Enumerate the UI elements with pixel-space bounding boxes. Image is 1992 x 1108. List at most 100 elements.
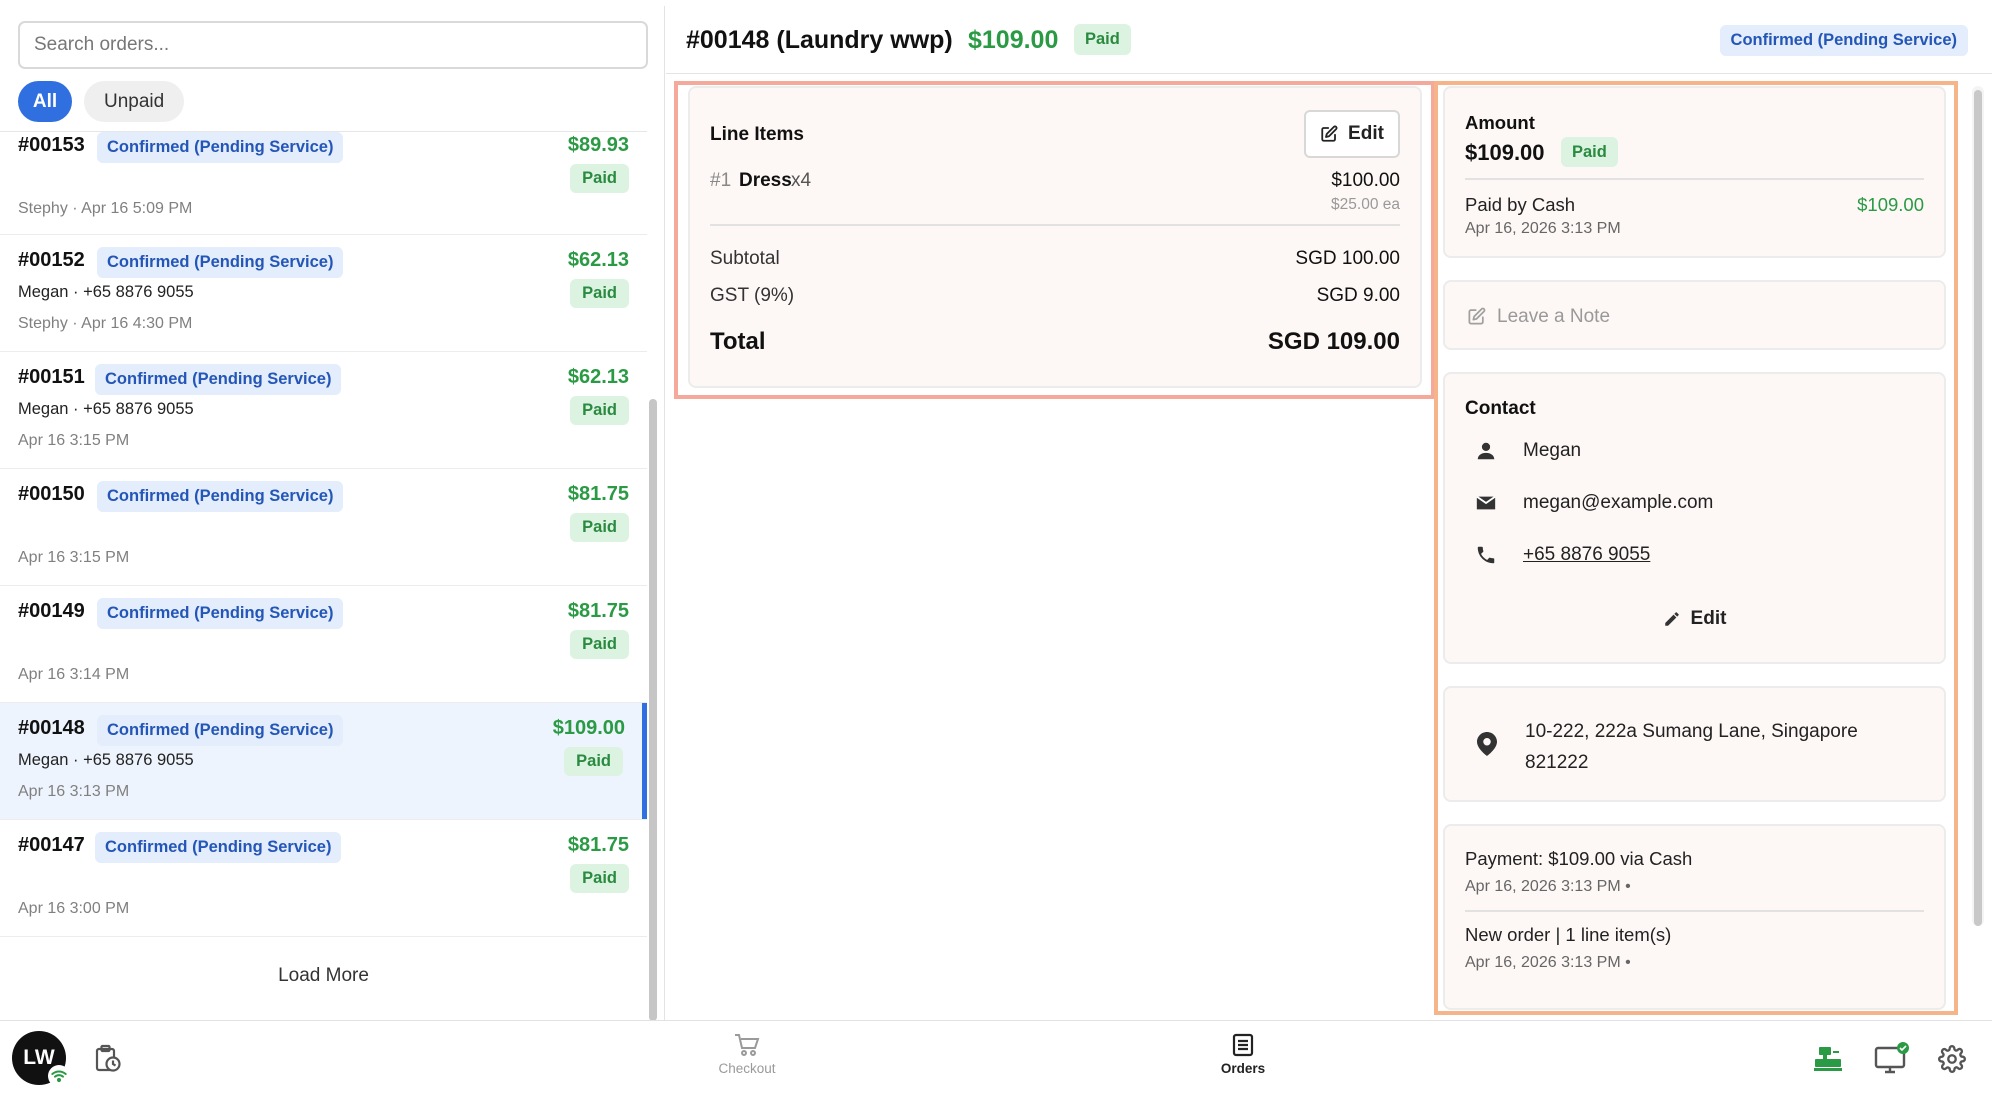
contact-title: Contact	[1465, 398, 1536, 419]
leave-note-field[interactable]: Leave a Note	[1443, 280, 1946, 350]
search-input[interactable]	[18, 21, 648, 69]
paid-badge: Paid	[570, 630, 629, 659]
order-customer: Megan · +65 8876 9055	[18, 283, 194, 301]
avatar[interactable]: LW	[12, 1031, 66, 1085]
divider	[1465, 910, 1924, 912]
order-meta: Apr 16 3:00 PM	[18, 900, 130, 917]
paid-badge: Paid	[570, 164, 629, 193]
orders-list-icon	[1232, 1033, 1254, 1057]
order-detail-header: #00148 (Laundry wwp) $109.00 Paid Confir…	[666, 6, 1992, 74]
tab-checkout-label: Checkout	[718, 1061, 776, 1076]
order-list-pane: All Unpaid #00153 Confirmed (Pending Ser…	[0, 6, 665, 1021]
order-number: #00147	[18, 834, 85, 856]
clipboard-clock-icon[interactable]	[92, 1043, 124, 1075]
status-badge: Confirmed (Pending Service)	[95, 364, 342, 395]
order-row[interactable]: #00152 Confirmed (Pending Service) $62.1…	[0, 235, 647, 352]
order-amount: $62.13	[567, 366, 629, 388]
edit-line-items-button[interactable]: Edit	[1304, 110, 1400, 158]
load-more-button[interactable]: Load More	[278, 965, 369, 986]
divider	[710, 224, 1400, 226]
line-items-card: Line Items Edit #1 Dress x4 $100.00 $25.…	[688, 86, 1422, 388]
order-amount: $89.93	[567, 134, 629, 156]
gst-value: SGD 9.00	[1316, 285, 1400, 306]
contact-phone-link[interactable]: +65 8876 9055	[1523, 544, 1651, 565]
line-item-index: #1	[710, 170, 732, 191]
line-item-price: $100.00	[1331, 170, 1400, 191]
address-card: 10-222, 222a Sumang Lane, Singapore 8212…	[1443, 686, 1946, 802]
contact-email-row: megan@example.com	[1475, 492, 1713, 514]
order-number: #00152	[18, 249, 85, 271]
status-badge: Confirmed (Pending Service)	[97, 481, 344, 512]
paid-badge: Paid	[570, 864, 629, 893]
status-badge: Confirmed (Pending Service)	[97, 715, 344, 746]
line-item-name: Dress	[739, 170, 792, 191]
person-icon	[1475, 440, 1497, 462]
order-amount: $109.00	[552, 717, 625, 739]
subtotal-value: SGD 100.00	[1295, 248, 1400, 269]
order-list-scrollbar-thumb[interactable]	[649, 399, 657, 1021]
status-badge: Confirmed (Pending Service)	[97, 247, 344, 278]
line-item-quantity: x4	[791, 170, 812, 191]
monitor-icon[interactable]	[1872, 1039, 1912, 1077]
status-badge: Confirmed (Pending Service)	[97, 598, 344, 629]
line-items-highlight	[674, 81, 1435, 399]
contact-name-row: Megan	[1475, 440, 1581, 462]
contact-card: Contact Megan megan@example.com +65 8876…	[1443, 372, 1946, 664]
location-pin-icon	[1477, 732, 1497, 756]
filter-all-chip[interactable]: All	[18, 81, 72, 122]
order-amount: $81.75	[567, 600, 629, 622]
detail-scrollbar-thumb[interactable]	[1974, 90, 1982, 926]
order-meta: Apr 16 3:15 PM	[18, 549, 130, 566]
status-badge: Confirmed (Pending Service)	[97, 132, 344, 163]
history-date: Apr 16, 2026 3:13 PM •	[1465, 878, 1631, 895]
cart-icon	[734, 1033, 760, 1057]
paid-badge: Paid	[570, 513, 629, 542]
order-row[interactable]: #00151 Confirmed (Pending Service) $62.1…	[0, 352, 647, 469]
edit-contact-button[interactable]: Edit	[1445, 608, 1944, 630]
paid-badge: Paid	[564, 747, 623, 776]
order-row[interactable]: #00149 Confirmed (Pending Service) $81.7…	[0, 586, 647, 703]
order-row[interactable]: #00150 Confirmed (Pending Service) $81.7…	[0, 469, 647, 586]
contact-phone-row: +65 8876 9055	[1475, 544, 1650, 566]
order-number: #00150	[18, 483, 85, 505]
note-icon	[1467, 307, 1486, 326]
contact-name: Megan	[1523, 440, 1582, 461]
gear-icon[interactable]	[1936, 1043, 1968, 1075]
order-list: #00153 Confirmed (Pending Service) $89.9…	[0, 131, 647, 1021]
contact-email: megan@example.com	[1523, 492, 1714, 513]
total-value: SGD 109.00	[1267, 328, 1400, 355]
order-number: #00151	[18, 366, 85, 388]
bottom-nav-bar: LW Checkout Orders	[0, 1020, 1992, 1108]
order-row[interactable]: #00147 Confirmed (Pending Service) $81.7…	[0, 820, 647, 937]
tab-checkout[interactable]: Checkout	[702, 1033, 792, 1076]
search-wrap	[18, 21, 648, 69]
filter-bar: All Unpaid	[18, 81, 185, 122]
line-items-title: Line Items	[710, 124, 804, 145]
order-customer: Megan · +65 8876 9055	[18, 400, 194, 418]
amount-card: Amount $109.00 Paid Paid by Cash Apr 16,…	[1443, 86, 1946, 258]
edit-label: Edit	[1348, 123, 1384, 144]
order-meta: Apr 16 3:15 PM	[18, 432, 130, 449]
history-title: Payment: $109.00 via Cash	[1465, 848, 1693, 869]
order-amount: $81.75	[567, 483, 629, 505]
order-number: #00149	[18, 600, 85, 622]
order-meta: Apr 16 3:13 PM	[18, 783, 130, 800]
payment-amount: $109.00	[1857, 194, 1924, 215]
paid-badge: Paid	[1561, 137, 1618, 167]
order-row-selected[interactable]: #00148 Confirmed (Pending Service) $109.…	[0, 703, 647, 820]
note-placeholder: Leave a Note	[1497, 306, 1611, 327]
filter-unpaid-chip[interactable]: Unpaid	[84, 81, 185, 122]
order-meta: Apr 16 3:14 PM	[18, 666, 130, 683]
order-number: #00148	[18, 717, 85, 739]
divider	[1465, 178, 1924, 180]
cash-register-icon[interactable]	[1810, 1043, 1846, 1075]
order-row[interactable]: #00153 Confirmed (Pending Service) $89.9…	[0, 132, 647, 235]
gst-label: GST (9%)	[710, 285, 795, 306]
order-customer: Megan · +65 8876 9055	[18, 751, 194, 769]
paid-badge: Paid	[570, 396, 629, 425]
tab-orders[interactable]: Orders	[1198, 1033, 1288, 1076]
order-title: #00148 (Laundry wwp)	[686, 26, 953, 54]
edit-icon	[1320, 125, 1338, 143]
wifi-icon	[48, 1065, 70, 1087]
subtotal-label: Subtotal	[710, 248, 780, 269]
